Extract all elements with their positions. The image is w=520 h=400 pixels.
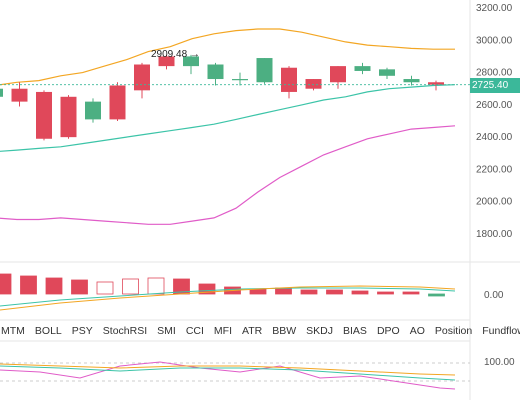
indicator-tab-stochrsi[interactable]: StochRSI [102,325,148,337]
candle-body [330,66,346,83]
candle-body [183,56,199,67]
price-tick-label: 2000.00 [476,197,513,208]
macd-histogram-bar [428,293,445,297]
macd-histogram-bar [71,279,88,295]
indicator-tab-position[interactable]: Position [434,325,473,337]
indicator-tab-psy[interactable]: PSY [71,325,93,337]
macd-zero-label: 0.00 [484,290,504,301]
high-price-marker: 2909.48 → [151,49,200,60]
macd-histogram-bar [198,283,216,295]
macd-histogram-bar [45,277,63,295]
indicator-tab-ao[interactable]: AO [409,325,425,337]
indicator-tab-smi[interactable]: SMI [157,325,176,337]
macd-histogram-bar [96,281,114,295]
oscillator-line-k [0,361,456,390]
macd-histogram-bar [402,291,420,295]
candle-body [109,85,126,120]
candle-body [158,56,175,67]
macd-histogram-bar [147,277,165,295]
candle-body [0,88,3,97]
macd-histogram-bar [0,273,12,295]
upper-band-line [0,28,455,86]
macd-histogram-bar [275,287,292,295]
oscillator-line-d [0,365,456,381]
candle-body [11,88,28,102]
macd-line [0,285,456,311]
macd-histogram-bar [300,289,318,295]
oscillator-line-j [0,363,456,376]
macd-histogram-bar [122,278,139,295]
price-tick-label: 3000.00 [476,35,513,46]
candle-body [354,66,371,71]
macd-histogram-bar [351,290,369,295]
candle-body [85,101,101,120]
indicator-tabs: MTM BOLL PSY StochRSI SMI CCI MFI ATR BBW SKDJ BIA… [0,321,520,341]
indicator-tab-boll[interactable]: BOLL [34,325,62,337]
indicator-tab-dpo[interactable]: DPO [376,325,400,337]
indicator-tab-mtm[interactable]: MTM [1,325,25,337]
last-price-tag: 2725.40 [470,78,520,93]
macd-histogram-bar [326,289,343,295]
price-tick-label: 2800.00 [476,68,513,79]
indicator-tab-bias[interactable]: BIAS [343,325,367,337]
candle-body [232,79,248,81]
price-tick-label: 3200.00 [476,3,513,14]
indicator-tab-skdj[interactable]: SKDJ [306,325,333,337]
candle-body [428,82,444,85]
price-tick-label: 2600.00 [476,100,513,111]
candle-body [281,67,297,92]
candle-body [305,79,322,89]
candle-body [60,96,77,138]
price-tick-label: 2200.00 [476,164,513,175]
lower-band-line [0,125,456,225]
candle-body [207,64,224,80]
macd-signal-line [0,287,456,307]
candle-body [379,69,395,76]
indicator-tab-bbw[interactable]: BBW [272,325,297,337]
middle-band-line [0,84,456,152]
candle-body [134,64,150,91]
candle-body [256,58,273,83]
indicator-tab-atr[interactable]: ATR [242,325,263,337]
macd-histogram-bar [377,291,394,295]
indicator-tab-fundflow[interactable]: Fundflow [482,325,520,337]
candle-body [403,79,420,83]
price-tick-label: 1800.00 [476,229,513,240]
price-tick-label: 2400.00 [476,132,513,143]
indicator-tab-mfi[interactable]: MFI [213,325,232,337]
macd-histogram-bar [20,275,37,295]
candle-body [36,91,52,139]
oscillator-tick-label: 100.00 [484,357,515,368]
indicator-tab-cci[interactable]: CCI [185,325,204,337]
